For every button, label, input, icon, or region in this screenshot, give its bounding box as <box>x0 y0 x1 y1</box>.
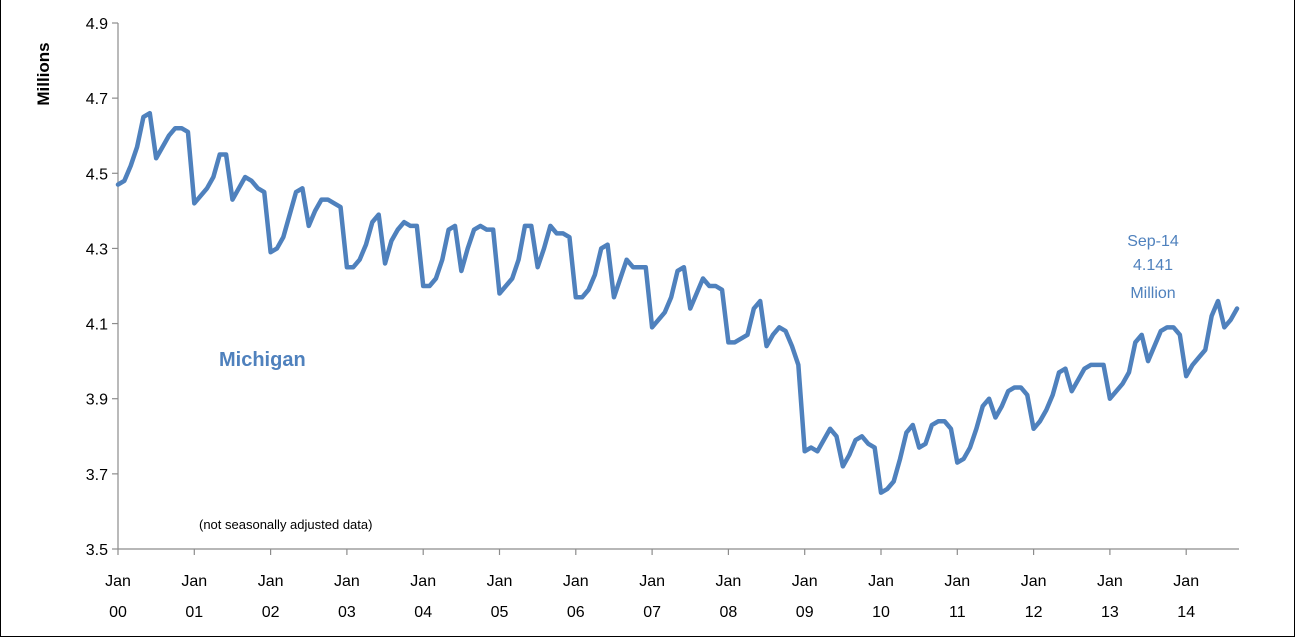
x-tick-label-month: Jan <box>410 573 436 590</box>
y-tick-label: 4.7 <box>86 91 108 108</box>
x-tick-label-month: Jan <box>944 573 970 590</box>
x-tick-label-year: 00 <box>109 604 127 621</box>
x-tick-label-month: Jan <box>868 573 894 590</box>
y-tick-label: 3.9 <box>86 392 108 409</box>
y-ticks: 3.5 3.7 3.9 4.1 4.3 4.5 4.7 4.9 <box>86 16 118 559</box>
callout-line: 4.141 <box>1133 257 1173 274</box>
x-tick-label-month: Jan <box>1021 573 1047 590</box>
y-tick-label: 3.7 <box>86 467 108 484</box>
latest-value-callout: Sep-14 4.141 Million <box>1127 233 1179 302</box>
y-axis-title: Millions <box>34 42 53 105</box>
x-tick-label-year: 12 <box>1025 604 1043 621</box>
x-tick-label-month: Jan <box>792 573 818 590</box>
x-tick-label-month: Jan <box>563 573 589 590</box>
x-tick-label-year: 13 <box>1101 604 1119 621</box>
y-tick-label: 4.3 <box>86 241 108 258</box>
x-tick-label-year: 05 <box>491 604 509 621</box>
y-tick-label: 4.9 <box>86 16 108 33</box>
x-tick-label-month: Jan <box>716 573 742 590</box>
y-tick-label: 4.5 <box>86 166 108 183</box>
x-tick-label-year: 04 <box>414 604 432 621</box>
x-ticks: Jan 00 Jan 01 Jan 02 Jan 03 Jan 04 Jan 05 Jan 06 Jan 07… <box>105 549 1199 621</box>
x-tick-label-year: 06 <box>567 604 585 621</box>
x-tick-label-month: Jan <box>334 573 360 590</box>
x-tick-label-year: 14 <box>1177 604 1195 621</box>
callout-line: Million <box>1130 285 1175 302</box>
x-tick-label-month: Jan <box>1173 573 1199 590</box>
x-tick-label-month: Jan <box>639 573 665 590</box>
callout-line: Sep-14 <box>1127 233 1179 250</box>
series-name-label: Michigan <box>219 349 306 371</box>
y-tick-label: 3.5 <box>86 542 108 559</box>
x-tick-label-year: 11 <box>949 604 966 621</box>
axes <box>117 23 1239 550</box>
x-tick-label-year: 08 <box>720 604 738 621</box>
x-tick-label-year: 10 <box>872 604 890 621</box>
x-tick-label-month: Jan <box>105 573 131 590</box>
x-tick-label-month: Jan <box>1097 573 1123 590</box>
series-line-michigan <box>115 110 1240 495</box>
not-seasonally-adjusted-note: (not seasonally adjusted data) <box>199 517 372 532</box>
x-tick-label-year: 09 <box>796 604 814 621</box>
x-tick-label-year: 03 <box>338 604 356 621</box>
x-tick-label-month: Jan <box>258 573 284 590</box>
x-tick-label-month: Jan <box>181 573 207 590</box>
x-tick-label-year: 02 <box>262 604 280 621</box>
y-tick-label: 4.1 <box>86 317 108 334</box>
x-tick-label-year: 07 <box>643 604 661 621</box>
x-tick-label-month: Jan <box>487 573 513 590</box>
x-tick-label-year: 01 <box>185 604 203 621</box>
